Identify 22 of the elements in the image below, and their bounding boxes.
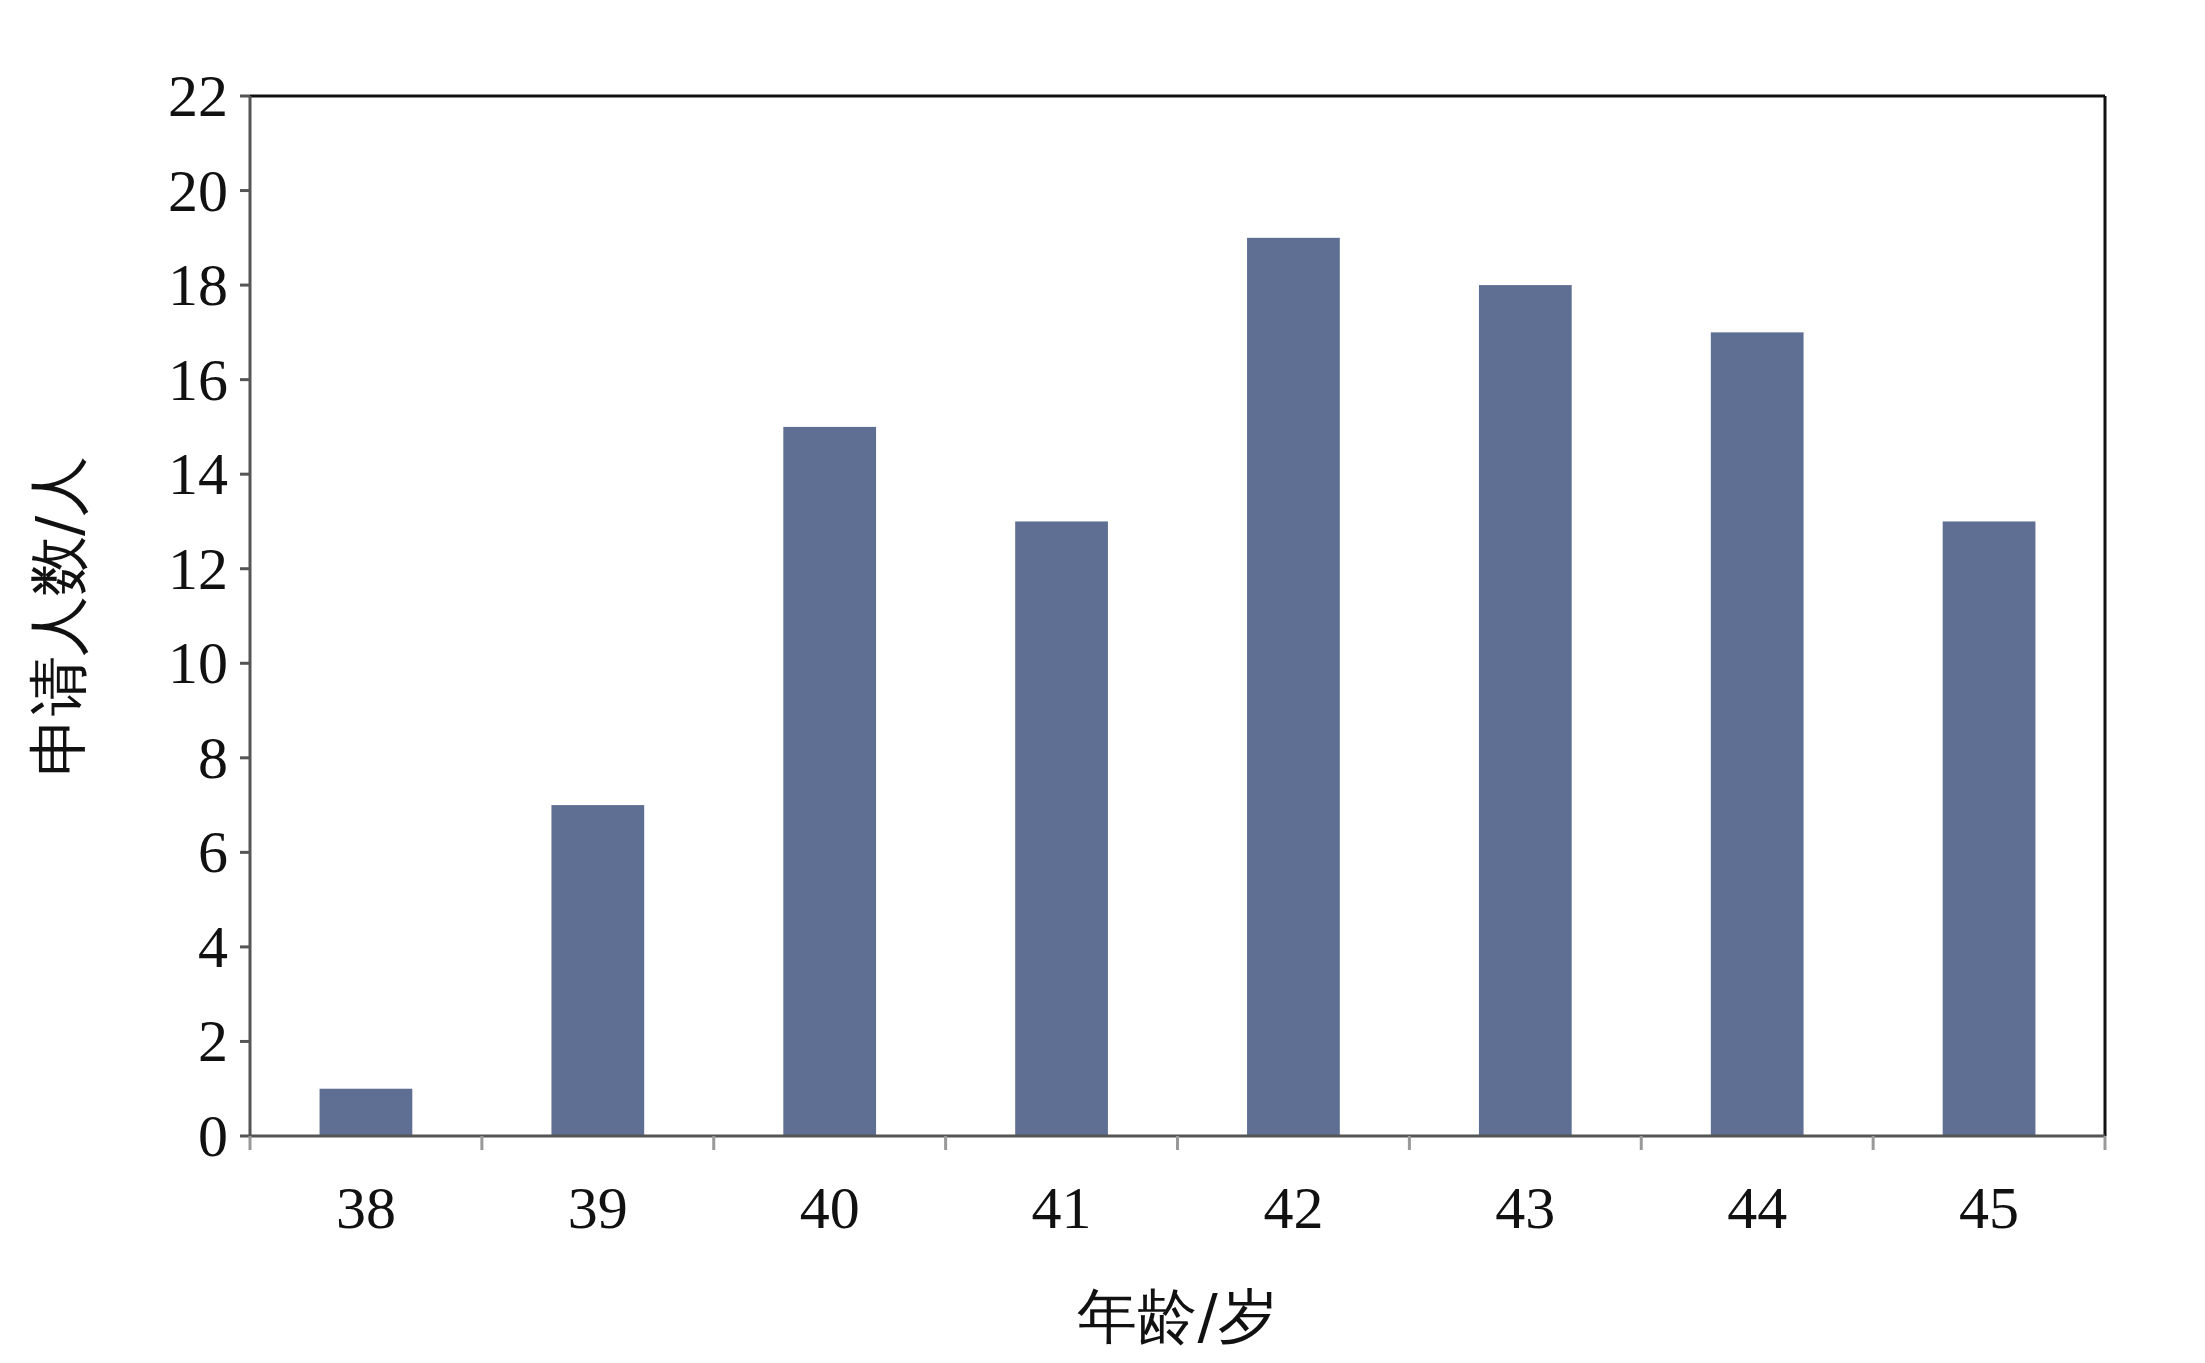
x-tick-label: 45 xyxy=(1959,1175,2020,1241)
y-tick-label: 12 xyxy=(168,535,228,602)
x-tick-label: 43 xyxy=(1495,1175,1556,1241)
y-tick-label: 14 xyxy=(168,441,228,508)
y-tick-label: 2 xyxy=(198,1008,228,1075)
x-tick-label: 40 xyxy=(799,1175,860,1241)
x-tick-label: 41 xyxy=(1031,1175,1092,1241)
y-tick-label: 10 xyxy=(168,630,228,697)
y-tick-label: 6 xyxy=(198,819,228,886)
y-tick-label: 22 xyxy=(168,63,228,129)
y-tick-label: 20 xyxy=(168,157,228,224)
x-axis-title: 年龄/岁 xyxy=(1077,1281,1278,1351)
y-axis-title: 申请人数/人 xyxy=(23,455,93,777)
y-tick-label: 4 xyxy=(198,913,228,980)
x-tick-label: 38 xyxy=(335,1175,396,1241)
y-tick-label: 8 xyxy=(198,724,228,791)
y-tick-label: 0 xyxy=(198,1103,228,1169)
x-tick-label: 44 xyxy=(1727,1175,1788,1241)
x-tick-label: 42 xyxy=(1263,1175,1324,1241)
y-tick-label: 18 xyxy=(168,252,228,319)
x-tick-label: 39 xyxy=(567,1175,628,1241)
y-tick-label: 16 xyxy=(168,346,228,413)
